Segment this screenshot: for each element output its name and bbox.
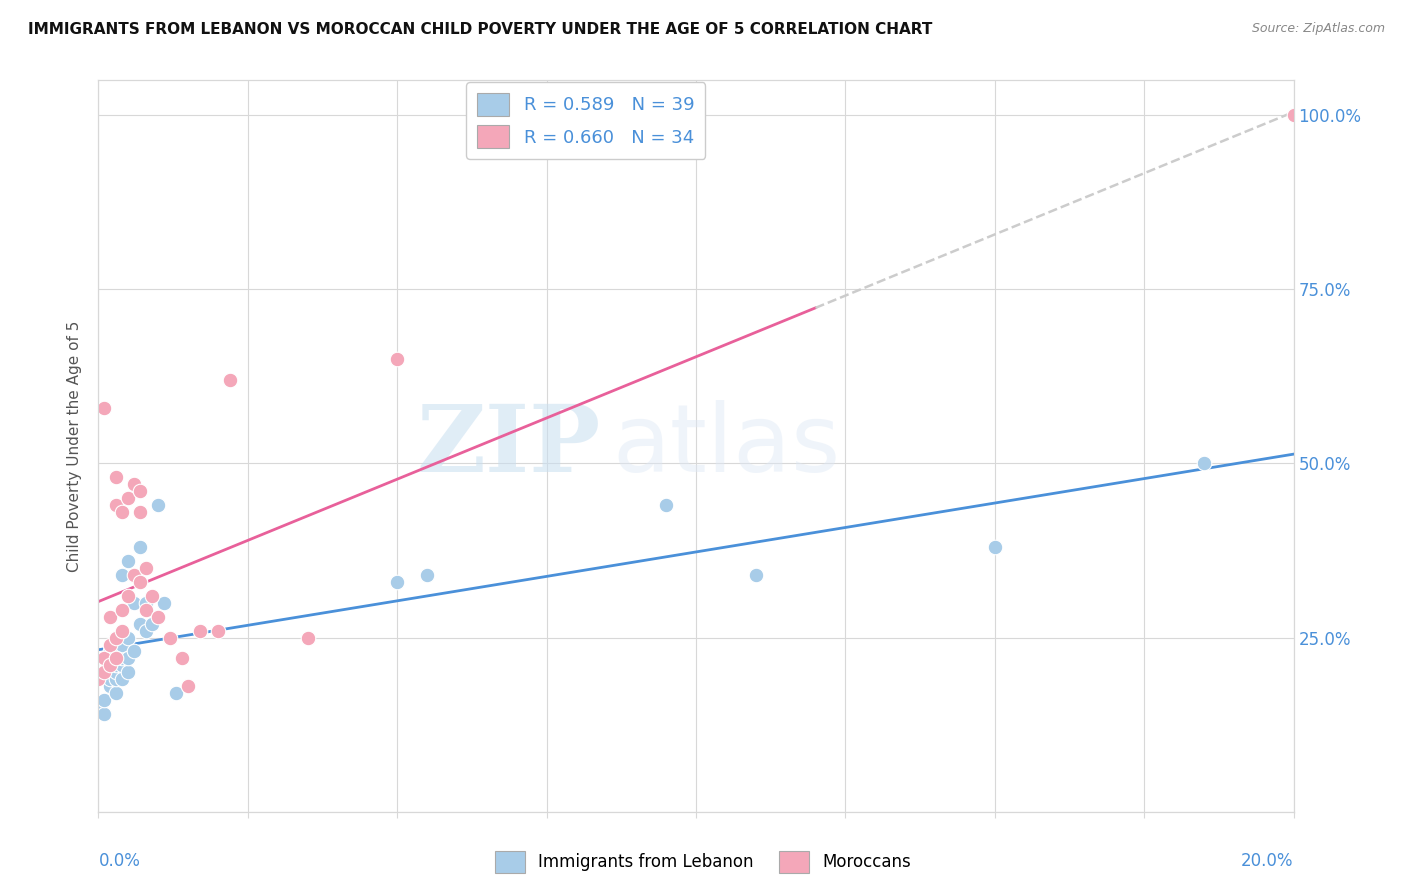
Y-axis label: Child Poverty Under the Age of 5: Child Poverty Under the Age of 5 <box>67 320 83 572</box>
Point <box>93 693 115 707</box>
Point <box>93 707 115 722</box>
Point <box>98 658 122 673</box>
Point <box>111 567 134 582</box>
Point <box>98 644 122 658</box>
Point <box>105 470 128 484</box>
Point <box>117 631 139 645</box>
Point <box>129 484 152 499</box>
Point <box>129 574 152 589</box>
Point <box>129 616 152 631</box>
Point <box>98 609 122 624</box>
Point <box>111 658 134 673</box>
Point <box>124 477 146 491</box>
Point <box>105 658 128 673</box>
Point <box>1282 108 1305 122</box>
Point <box>111 673 134 687</box>
Point <box>416 567 439 582</box>
Point <box>111 603 134 617</box>
Point <box>117 651 139 665</box>
Point <box>117 491 139 506</box>
Point <box>1192 457 1215 471</box>
Point <box>98 658 122 673</box>
Legend: R = 0.589   N = 39, R = 0.660   N = 34: R = 0.589 N = 39, R = 0.660 N = 34 <box>465 82 706 159</box>
Point <box>117 589 139 603</box>
Point <box>124 567 146 582</box>
Point <box>105 673 128 687</box>
Point <box>93 665 115 680</box>
Text: atlas: atlas <box>613 400 841 492</box>
Point <box>105 498 128 512</box>
Point <box>105 631 128 645</box>
Point <box>111 505 134 519</box>
Point <box>385 574 409 589</box>
Point <box>117 665 139 680</box>
Point <box>219 373 242 387</box>
Point <box>105 631 128 645</box>
Point <box>135 603 157 617</box>
Point <box>141 589 163 603</box>
Legend: Immigrants from Lebanon, Moroccans: Immigrants from Lebanon, Moroccans <box>488 845 918 880</box>
Point <box>87 673 110 687</box>
Point <box>105 651 128 665</box>
Point <box>655 498 678 512</box>
Point <box>105 644 128 658</box>
Point <box>172 651 194 665</box>
Point <box>153 596 176 610</box>
Point <box>135 596 157 610</box>
Point <box>159 631 181 645</box>
Point <box>984 540 1007 554</box>
Point <box>177 679 200 693</box>
Point <box>93 651 115 665</box>
Point <box>111 638 134 652</box>
Point <box>188 624 211 638</box>
Point <box>745 567 768 582</box>
Point <box>148 609 170 624</box>
Point <box>141 616 163 631</box>
Point <box>98 679 122 693</box>
Point <box>129 540 152 554</box>
Text: 20.0%: 20.0% <box>1241 852 1294 870</box>
Point <box>111 624 134 638</box>
Point <box>98 638 122 652</box>
Point <box>148 498 170 512</box>
Point <box>98 673 122 687</box>
Point <box>105 686 128 700</box>
Point <box>129 505 152 519</box>
Point <box>117 554 139 568</box>
Point <box>297 631 319 645</box>
Text: IMMIGRANTS FROM LEBANON VS MOROCCAN CHILD POVERTY UNDER THE AGE OF 5 CORRELATION: IMMIGRANTS FROM LEBANON VS MOROCCAN CHIL… <box>28 22 932 37</box>
Point <box>124 596 146 610</box>
Point <box>111 651 134 665</box>
Text: 0.0%: 0.0% <box>98 852 141 870</box>
Point <box>105 665 128 680</box>
Point <box>207 624 229 638</box>
Text: Source: ZipAtlas.com: Source: ZipAtlas.com <box>1251 22 1385 36</box>
Point <box>135 561 157 575</box>
Point <box>124 644 146 658</box>
Point <box>135 624 157 638</box>
Text: ZIP: ZIP <box>416 401 600 491</box>
Point <box>385 351 409 366</box>
Point <box>93 665 115 680</box>
Point <box>93 401 115 415</box>
Point <box>165 686 187 700</box>
Point <box>87 700 110 714</box>
